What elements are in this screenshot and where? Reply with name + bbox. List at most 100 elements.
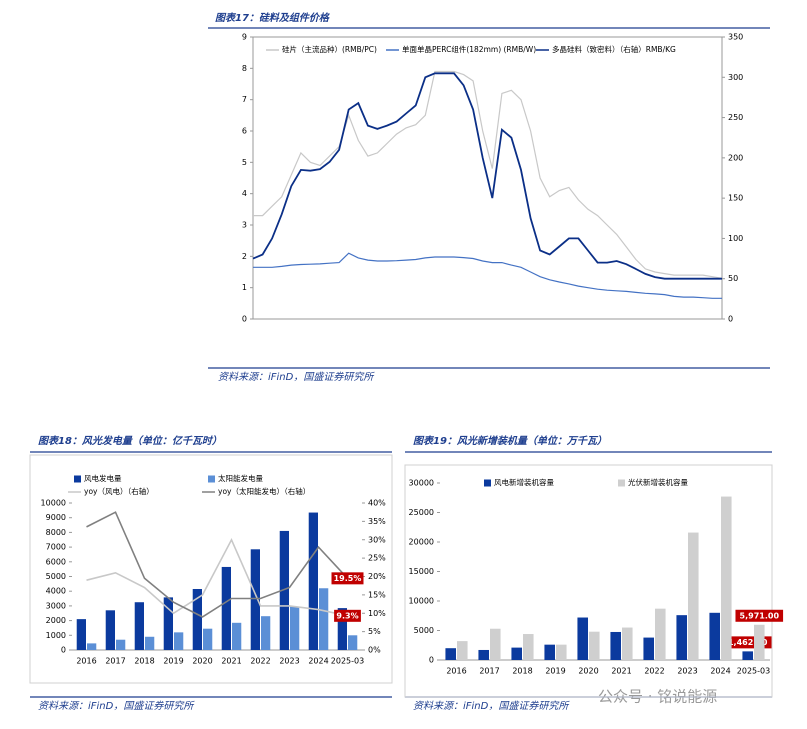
- bar: [523, 634, 534, 660]
- y2-tick-label: 150: [728, 194, 743, 203]
- y2-tick-label: 5%: [368, 627, 381, 636]
- bar: [655, 608, 666, 660]
- value-label-bg: [334, 609, 361, 622]
- x-tick-label: 2024: [308, 657, 328, 666]
- chart-title: 图表18：风光发电量（单位：亿千瓦时）: [38, 435, 222, 447]
- bar: [87, 643, 97, 650]
- plot-frame: [72, 503, 362, 650]
- y-tick-label: 0: [242, 315, 247, 324]
- legend-label: 多晶硅料（致密料）（右轴）RMB/KG: [552, 44, 676, 54]
- bar: [610, 631, 621, 660]
- y2-tick-label: 300: [728, 73, 743, 82]
- bar: [203, 628, 213, 650]
- source: 资料来源：iFinD，国盛证券研究所: [38, 700, 195, 712]
- legend-swatch: [484, 479, 491, 487]
- y-tick-label: 7000: [46, 543, 66, 552]
- y-tick-label: 4000: [46, 587, 66, 596]
- bar: [261, 616, 271, 650]
- bar: [319, 588, 329, 650]
- x-tick-label: 2025-03: [737, 667, 770, 676]
- y-tick-label: 6000: [46, 557, 66, 566]
- bar: [721, 496, 732, 660]
- y2-tick-label: 350: [728, 33, 743, 42]
- value-label-bg: [735, 609, 784, 622]
- legend-swatch: [208, 475, 215, 483]
- bar: [221, 566, 231, 650]
- x-tick-label: 2025-03: [331, 657, 364, 666]
- plot-frame: [252, 36, 723, 320]
- legend-label: 单面单晶PERC组件(182mm) (RMB/W): [402, 44, 536, 54]
- y-tick-label: 4: [242, 189, 247, 198]
- bar: [478, 649, 489, 660]
- value-label: 5,971.00: [740, 611, 780, 620]
- value-label: 1,462.00: [728, 638, 768, 647]
- y-tick-label: 3: [242, 221, 247, 230]
- y-tick-label: 10000: [409, 597, 434, 606]
- y-tick-label: 6: [242, 127, 247, 136]
- y2-tick-label: 10%: [368, 609, 386, 618]
- y-tick-label: 2000: [46, 616, 66, 625]
- bar: [145, 636, 155, 650]
- x-tick-label: 2016: [446, 667, 466, 676]
- legend-label: 太阳能发电量: [218, 473, 263, 483]
- x-tick-label: 2017: [479, 667, 499, 676]
- x-tick-label: 2018: [512, 667, 532, 676]
- bar: [445, 648, 456, 660]
- plot-frame: [440, 483, 770, 660]
- y-tick-label: 25000: [409, 508, 434, 517]
- bar: [308, 512, 318, 650]
- frame: [404, 464, 773, 698]
- y2-tick-label: 0%: [368, 646, 381, 655]
- bar: [589, 631, 600, 660]
- value-label-bg: [331, 572, 364, 585]
- x-tick-label: 2018: [134, 657, 154, 666]
- y2-tick-label: 50: [728, 274, 738, 283]
- bar: [76, 619, 86, 650]
- series-line: [86, 511, 349, 618]
- y2-tick-label: 20%: [368, 572, 386, 581]
- y-tick-label: 10000: [41, 499, 66, 508]
- y2-tick-label: 25%: [368, 554, 386, 563]
- x-tick-label: 2016: [76, 657, 96, 666]
- series-line: [253, 252, 722, 299]
- bar: [544, 644, 555, 660]
- y-tick-label: 7: [242, 95, 247, 104]
- bar: [688, 532, 699, 660]
- legend-label: 风电新增装机容量: [494, 477, 554, 487]
- bar: [511, 647, 522, 660]
- y2-tick-label: 0: [728, 315, 733, 324]
- y-tick-label: 3000: [46, 601, 66, 610]
- source: 资料来源：iFinD，国盛证券研究所: [413, 700, 570, 712]
- bar: [742, 651, 753, 660]
- y-tick-label: 1: [242, 283, 247, 292]
- bar: [134, 602, 144, 650]
- bar: [348, 635, 358, 650]
- y2-tick-label: 250: [728, 113, 743, 122]
- bar: [279, 530, 289, 650]
- y2-tick-label: 100: [728, 234, 743, 243]
- y-tick-label: 9: [242, 33, 247, 42]
- bar: [556, 644, 567, 660]
- bar: [250, 549, 260, 650]
- legend-label: 风电发电量: [84, 473, 122, 483]
- bar: [457, 641, 468, 660]
- x-tick-label: 2020: [578, 667, 598, 676]
- bar: [174, 632, 184, 650]
- y-tick-label: 30000: [409, 479, 434, 488]
- y-tick-label: 20000: [409, 538, 434, 547]
- series-line: [252, 72, 722, 280]
- legend-label: yoy（风电）（右轴）: [84, 486, 154, 496]
- y2-tick-label: 35%: [368, 517, 386, 526]
- bar: [163, 597, 173, 650]
- series-line: [86, 537, 348, 617]
- x-tick-label: 2019: [163, 657, 183, 666]
- legend-label: 硅片（主流品种）(RMB/PC): [282, 44, 377, 54]
- source: 资料来源：iFinD，国盛证券研究所: [218, 371, 375, 383]
- bar: [192, 588, 202, 650]
- series-line: [253, 70, 723, 279]
- x-tick-label: 2024: [710, 667, 730, 676]
- bar: [709, 612, 720, 660]
- y2-tick-label: 30%: [368, 535, 386, 544]
- x-tick-label: 2020: [192, 657, 212, 666]
